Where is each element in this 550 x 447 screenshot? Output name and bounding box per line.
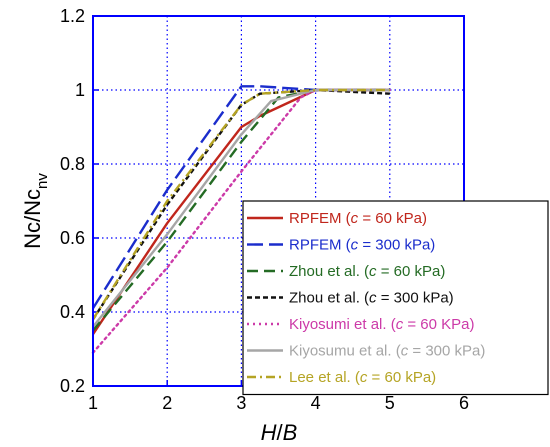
x-tick-label: 3 bbox=[236, 393, 246, 413]
y-tick-label: 0.2 bbox=[60, 376, 85, 396]
x-tick-label: 5 bbox=[385, 393, 395, 413]
y-tick-label: 0.6 bbox=[60, 228, 85, 248]
x-axis-label-b: B bbox=[283, 420, 298, 445]
legend-label: Kiyosumi et al. (c = 60 KPa) bbox=[289, 316, 475, 333]
y-axis-label-subscript: nv bbox=[34, 173, 51, 189]
y-axis-label-main: Nc/Nc bbox=[20, 189, 45, 249]
x-axis-label-slash: / bbox=[277, 420, 284, 445]
series-lines bbox=[91, 85, 391, 354]
y-tick-label: 1 bbox=[75, 80, 85, 100]
legend-label: Zhou et al. (c = 60 kPa) bbox=[289, 263, 445, 280]
legend-label: Zhou et al. (c = 300 kPa) bbox=[289, 290, 454, 307]
x-axis-label-h: H bbox=[261, 420, 277, 445]
legend: RPFEM (c = 60 kPa) RPFEM (c = 300 kPa) Zho… bbox=[242, 200, 549, 396]
legend-label: RPFEM (c = 300 kPa) bbox=[289, 237, 435, 254]
legend-label: Kiyosumu et al. (c = 300 kPa) bbox=[289, 343, 485, 360]
legend-label: Lee et al. (c = 60 kPa) bbox=[289, 369, 436, 386]
series-line-zhou-et-al-c-300-kpa bbox=[91, 88, 390, 321]
y-tick-label: 1.2 bbox=[60, 6, 85, 26]
x-axis-label: H/B bbox=[261, 420, 298, 445]
x-tick-label: 1 bbox=[88, 393, 98, 413]
legend-label: RPFEM (c = 60 kPa) bbox=[289, 210, 427, 227]
tick-labels: 1 2 3 4 5 6 0.2 0.4 0.6 0.8 1 1.2 bbox=[60, 6, 469, 413]
series-line-lee-et-al-c-60-kpa bbox=[91, 88, 390, 321]
y-tick-label: 0.4 bbox=[60, 302, 85, 322]
x-tick-label: 4 bbox=[311, 393, 321, 413]
x-tick-label: 2 bbox=[162, 393, 172, 413]
series-line-kiyosumi-et-al-c-60-kpa bbox=[91, 88, 391, 354]
y-axis-label: Nc/Ncnv bbox=[20, 173, 51, 249]
legend-box bbox=[242, 200, 549, 396]
y-tick-label: 0.8 bbox=[60, 154, 85, 174]
x-tick-label: 6 bbox=[459, 393, 469, 413]
